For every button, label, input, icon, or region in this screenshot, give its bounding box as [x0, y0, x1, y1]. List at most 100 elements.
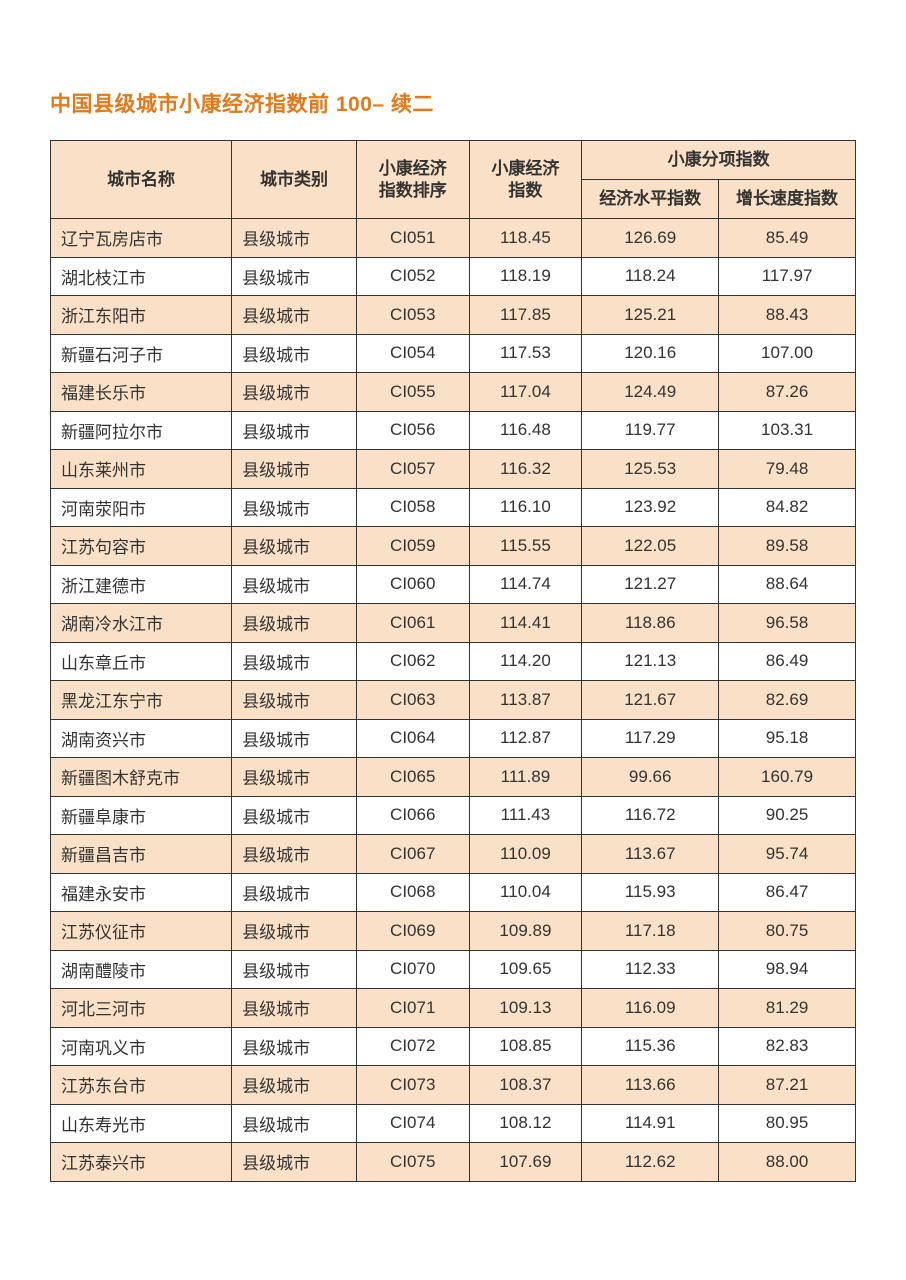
col-index: 小康经济指数	[469, 141, 582, 219]
cell-city-name: 江苏东台市	[51, 1066, 232, 1105]
cell-city-type: 县级城市	[232, 565, 357, 604]
col-rank: 小康经济指数排序	[356, 141, 469, 219]
cell-econ-level: 122.05	[582, 527, 719, 566]
cell-rank: CI051	[356, 219, 469, 258]
cell-city-name: 新疆阜康市	[51, 796, 232, 835]
cell-rank: CI073	[356, 1066, 469, 1105]
cell-index: 114.74	[469, 565, 582, 604]
cell-city-type: 县级城市	[232, 681, 357, 720]
cell-growth-rate: 87.26	[719, 373, 856, 412]
table-row: 辽宁瓦房店市县级城市CI051118.45126.6985.49	[51, 219, 856, 258]
table-row: 黑龙江东宁市县级城市CI063113.87121.6782.69	[51, 681, 856, 720]
page-title: 中国县级城市小康经济指数前 100– 续二	[50, 88, 856, 118]
cell-rank: CI071	[356, 989, 469, 1028]
cell-rank: CI072	[356, 1027, 469, 1066]
cell-city-name: 新疆昌吉市	[51, 835, 232, 874]
cell-econ-level: 118.24	[582, 257, 719, 296]
cell-growth-rate: 88.43	[719, 296, 856, 335]
table-row: 福建长乐市县级城市CI055117.04124.4987.26	[51, 373, 856, 412]
cell-growth-rate: 117.97	[719, 257, 856, 296]
cell-econ-level: 125.53	[582, 450, 719, 489]
cell-city-type: 县级城市	[232, 1104, 357, 1143]
cell-econ-level: 113.66	[582, 1066, 719, 1105]
cell-rank: CI065	[356, 758, 469, 797]
table-row: 江苏句容市县级城市CI059115.55122.0589.58	[51, 527, 856, 566]
cell-econ-level: 121.27	[582, 565, 719, 604]
cell-growth-rate: 84.82	[719, 488, 856, 527]
cell-growth-rate: 85.49	[719, 219, 856, 258]
cell-city-name: 浙江建德市	[51, 565, 232, 604]
cell-index: 114.20	[469, 642, 582, 681]
cell-city-type: 县级城市	[232, 758, 357, 797]
cell-city-name: 黑龙江东宁市	[51, 681, 232, 720]
cell-index: 113.87	[469, 681, 582, 720]
cell-econ-level: 119.77	[582, 411, 719, 450]
cell-rank: CI070	[356, 950, 469, 989]
cell-index: 116.32	[469, 450, 582, 489]
cell-city-type: 县级城市	[232, 912, 357, 951]
cell-econ-level: 115.36	[582, 1027, 719, 1066]
cell-index: 118.45	[469, 219, 582, 258]
cell-city-name: 江苏句容市	[51, 527, 232, 566]
cell-city-name: 福建永安市	[51, 873, 232, 912]
cell-index: 110.09	[469, 835, 582, 874]
cell-city-name: 河北三河市	[51, 989, 232, 1028]
cell-rank: CI063	[356, 681, 469, 720]
cell-city-type: 县级城市	[232, 450, 357, 489]
cell-rank: CI061	[356, 604, 469, 643]
cell-rank: CI066	[356, 796, 469, 835]
cell-growth-rate: 107.00	[719, 334, 856, 373]
cell-index: 111.43	[469, 796, 582, 835]
cell-city-name: 河南巩义市	[51, 1027, 232, 1066]
cell-econ-level: 124.49	[582, 373, 719, 412]
cell-index: 111.89	[469, 758, 582, 797]
table-row: 浙江东阳市县级城市CI053117.85125.2188.43	[51, 296, 856, 335]
cell-city-type: 县级城市	[232, 219, 357, 258]
table-row: 湖北枝江市县级城市CI052118.19118.24117.97	[51, 257, 856, 296]
table-row: 河南荥阳市县级城市CI058116.10123.9284.82	[51, 488, 856, 527]
cell-city-type: 县级城市	[232, 796, 357, 835]
cell-city-type: 县级城市	[232, 411, 357, 450]
cell-rank: CI058	[356, 488, 469, 527]
cell-econ-level: 116.72	[582, 796, 719, 835]
cell-city-name: 浙江东阳市	[51, 296, 232, 335]
table-row: 河南巩义市县级城市CI072108.85115.3682.83	[51, 1027, 856, 1066]
table-row: 新疆阜康市县级城市CI066111.43116.7290.25	[51, 796, 856, 835]
cell-growth-rate: 96.58	[719, 604, 856, 643]
cell-rank: CI056	[356, 411, 469, 450]
cell-index: 109.13	[469, 989, 582, 1028]
cell-city-name: 新疆阿拉尔市	[51, 411, 232, 450]
cell-econ-level: 121.13	[582, 642, 719, 681]
cell-city-type: 县级城市	[232, 527, 357, 566]
cell-city-name: 湖南冷水江市	[51, 604, 232, 643]
cell-city-name: 湖南醴陵市	[51, 950, 232, 989]
cell-index: 108.37	[469, 1066, 582, 1105]
cell-growth-rate: 86.49	[719, 642, 856, 681]
cell-city-name: 山东寿光市	[51, 1104, 232, 1143]
cell-city-type: 县级城市	[232, 873, 357, 912]
cell-index: 117.53	[469, 334, 582, 373]
table-row: 江苏东台市县级城市CI073108.37113.6687.21	[51, 1066, 856, 1105]
table-row: 江苏泰兴市县级城市CI075107.69112.6288.00	[51, 1143, 856, 1182]
cell-growth-rate: 82.83	[719, 1027, 856, 1066]
col-sub-group: 小康分项指数	[582, 141, 856, 180]
cell-index: 108.12	[469, 1104, 582, 1143]
cell-rank: CI060	[356, 565, 469, 604]
cell-growth-rate: 98.94	[719, 950, 856, 989]
cell-city-type: 县级城市	[232, 296, 357, 335]
cell-econ-level: 114.91	[582, 1104, 719, 1143]
cell-city-type: 县级城市	[232, 835, 357, 874]
cell-growth-rate: 88.64	[719, 565, 856, 604]
cell-rank: CI059	[356, 527, 469, 566]
data-table: 城市名称 城市类别 小康经济指数排序 小康经济指数 小康分项指数 经济水平指数 …	[50, 140, 856, 1182]
table-row: 江苏仪征市县级城市CI069109.89117.1880.75	[51, 912, 856, 951]
cell-index: 114.41	[469, 604, 582, 643]
table-row: 浙江建德市县级城市CI060114.74121.2788.64	[51, 565, 856, 604]
cell-city-type: 县级城市	[232, 488, 357, 527]
cell-econ-level: 117.29	[582, 719, 719, 758]
cell-econ-level: 116.09	[582, 989, 719, 1028]
cell-city-name: 山东章丘市	[51, 642, 232, 681]
cell-growth-rate: 80.95	[719, 1104, 856, 1143]
cell-index: 118.19	[469, 257, 582, 296]
cell-index: 117.04	[469, 373, 582, 412]
